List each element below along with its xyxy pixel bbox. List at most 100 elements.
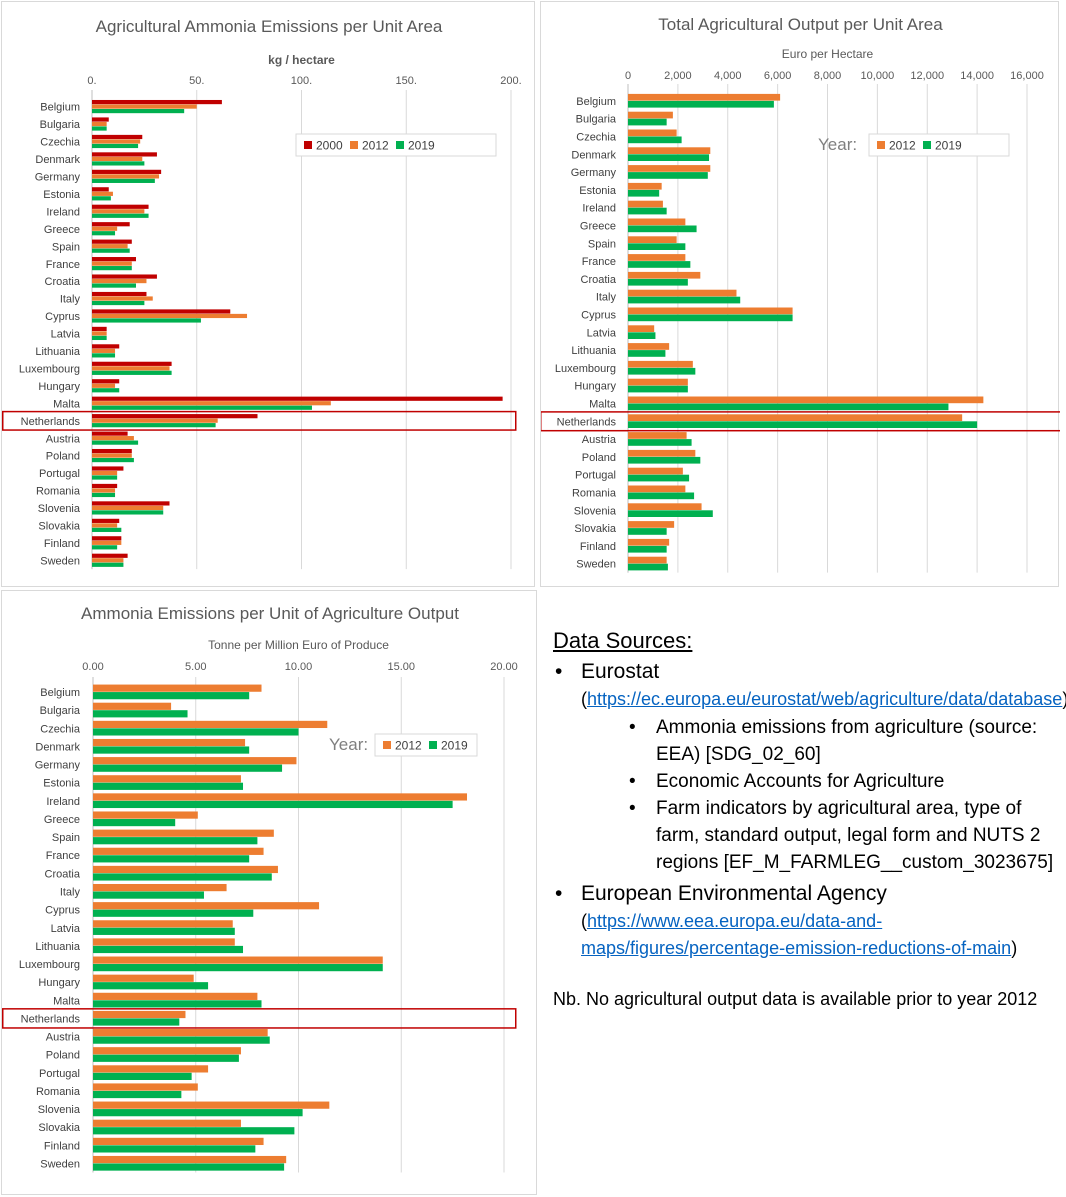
bar-2000 (92, 344, 120, 349)
legend-label-2019: 2019 (408, 139, 435, 153)
bar-2012 (93, 992, 258, 1000)
legend-title: Year: (329, 735, 368, 754)
bar-2019 (628, 545, 667, 553)
bar-2012 (92, 366, 170, 371)
bar-2012 (628, 449, 696, 457)
category-label: Sweden (576, 559, 616, 571)
category-label: Latvia (51, 923, 81, 935)
tick-label: 50. (189, 75, 204, 87)
category-label: Netherlands (21, 1013, 81, 1025)
bar-2012 (93, 883, 227, 892)
dataset-item: Ammonia emissions from agriculture (sour… (581, 714, 1058, 768)
bar-2019 (92, 231, 116, 236)
bar-2000 (92, 431, 128, 436)
bar-2012 (93, 1083, 198, 1091)
bar-2019 (628, 261, 691, 268)
bar-2012 (93, 720, 328, 729)
tick-label: 4,000 (714, 70, 742, 82)
bar-2019 (93, 746, 250, 754)
bar-2019 (92, 545, 118, 550)
bar-2012 (92, 226, 118, 231)
bar-2019 (628, 403, 949, 411)
chart-output-per-area: Total Agricultural Output per Unit Area E… (541, 15, 1060, 573)
bar-2019 (93, 855, 250, 863)
bar-2019 (92, 492, 116, 498)
bar-2012 (628, 467, 683, 475)
legend-label-2012: 2012 (362, 139, 389, 153)
bar-2019 (628, 154, 710, 161)
data-sources-heading: Data Sources: (553, 628, 693, 653)
bar-2019 (628, 421, 978, 428)
eea-label: European Environmental Agency (581, 882, 887, 905)
bar-2019 (92, 161, 145, 166)
eurostat-label: Eurostat (581, 660, 660, 683)
category-label: Czechia (576, 132, 617, 144)
bar-2000 (92, 326, 107, 332)
category-label: Luxembourg (555, 363, 616, 375)
bar-2012 (92, 418, 218, 423)
bar-2019 (92, 196, 111, 201)
bar-2012 (92, 488, 116, 493)
category-label: Slovenia (38, 1104, 81, 1116)
bar-2019 (92, 405, 312, 410)
bar-2000 (92, 518, 120, 523)
tick-label: 150. (396, 75, 417, 87)
bar-2019 (628, 367, 696, 375)
bar-2019 (628, 118, 667, 126)
bar-2012 (628, 414, 963, 421)
bar-2019 (628, 136, 682, 144)
bar-2012 (92, 558, 124, 563)
bar-2012 (92, 139, 141, 144)
bar-2019 (93, 909, 254, 917)
eurostat-link[interactable]: https://ec.europa.eu/eurostat/web/agricu… (587, 689, 1063, 709)
bar-2012 (628, 289, 737, 297)
category-label: Slovenia (38, 503, 81, 515)
bar-2012 (93, 1065, 209, 1073)
bar-2012 (92, 156, 143, 162)
axis-label: kg / hectare (268, 53, 335, 67)
bar-2000 (92, 204, 149, 209)
axis-label: Tonne per Million Euro of Produce (208, 638, 389, 652)
bar-2019 (92, 335, 107, 341)
bar-2019 (628, 350, 666, 357)
bar-2019 (93, 873, 272, 881)
chart-title: Ammonia Emissions per Unit of Agricultur… (81, 604, 459, 623)
bar-2000 (92, 448, 132, 454)
category-label: Malta (589, 399, 617, 411)
tick-label: 200. (500, 75, 521, 87)
category-label: Ireland (46, 796, 80, 808)
source-eea: European Environmental Agency (https://w… (553, 880, 1058, 961)
bar-2019 (93, 837, 258, 845)
bar-2012 (92, 383, 116, 388)
category-label: Cyprus (45, 311, 80, 323)
bar-2000 (92, 396, 503, 401)
bar-2012 (628, 200, 663, 208)
legend-label-2012: 2012 (889, 139, 916, 153)
bar-2019 (93, 1127, 295, 1135)
category-label: Belgium (40, 102, 80, 114)
tick-label: 12,000 (910, 70, 944, 82)
category-label: Lithuania (35, 941, 81, 953)
axis-label: Euro per Hectare (782, 47, 874, 61)
bar-2012 (93, 757, 297, 765)
bar-2000 (92, 99, 222, 105)
category-label: Spain (588, 238, 616, 250)
bar-2012 (628, 325, 655, 332)
bar-2019 (93, 1018, 180, 1026)
category-label: Bulgaria (40, 119, 81, 131)
eea-link[interactable]: https://www.eea.europa.eu/data-and-maps/… (581, 911, 1012, 958)
bar-2000 (92, 169, 162, 174)
legend-label-2012: 2012 (395, 739, 422, 753)
bar-2012 (92, 296, 153, 301)
bar-2019 (92, 527, 122, 532)
bar-2012 (93, 1047, 241, 1055)
bar-2019 (93, 1000, 262, 1008)
bar-2012 (92, 209, 145, 214)
bar-2019 (93, 1054, 239, 1062)
category-label: Portugal (575, 470, 616, 482)
category-label: France (46, 259, 80, 271)
category-label: Lithuania (35, 346, 81, 358)
bar-2012 (93, 738, 246, 747)
bar-2019 (93, 945, 244, 954)
category-label: Italy (60, 294, 81, 306)
